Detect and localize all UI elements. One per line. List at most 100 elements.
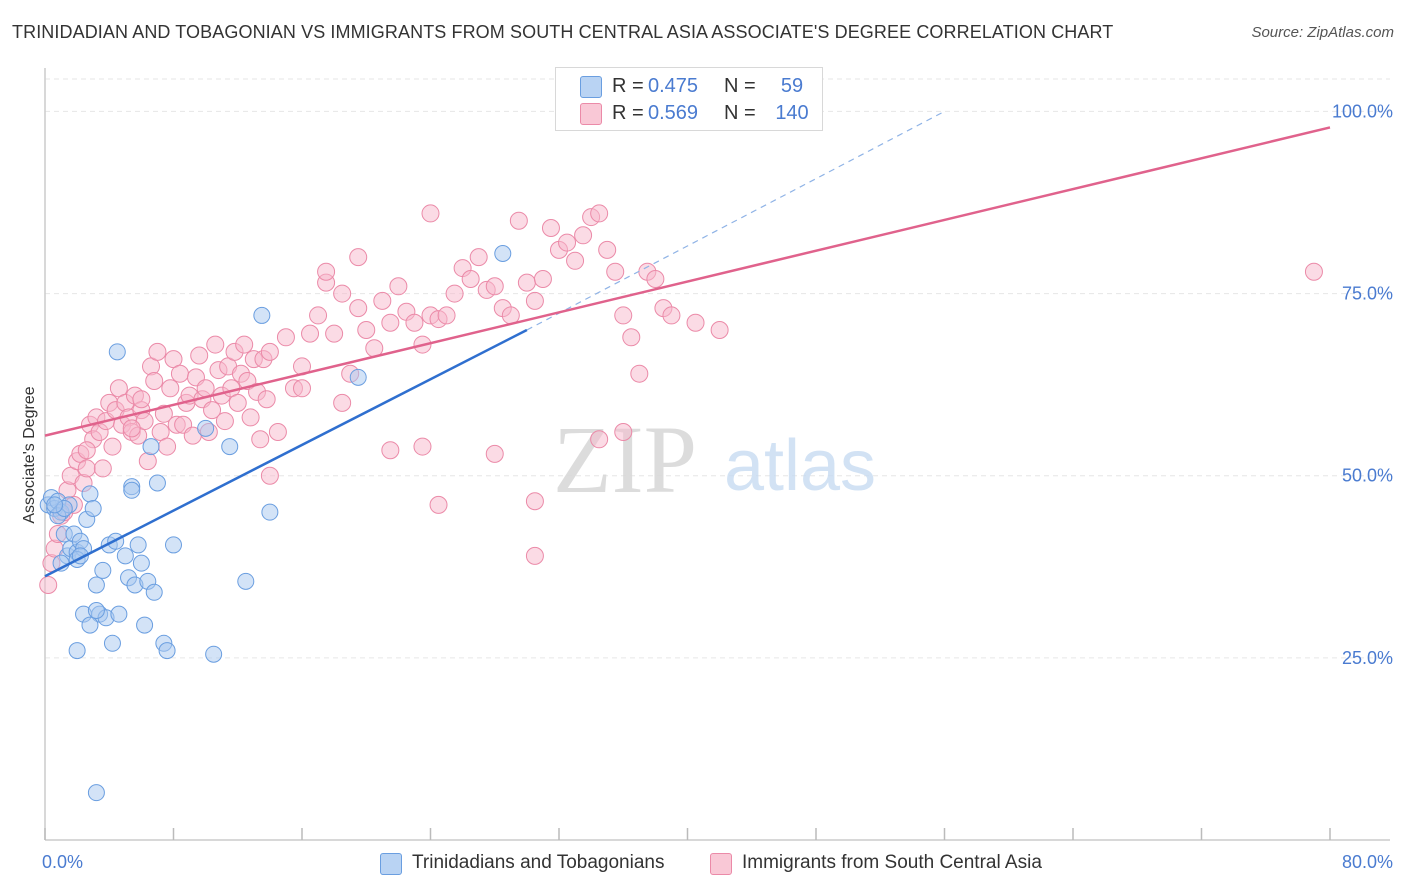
- blue-swatch-icon: [380, 853, 402, 875]
- pink-point: [566, 251, 585, 270]
- pink-point: [469, 248, 488, 267]
- pink-point: [154, 404, 173, 423]
- pink-point: [39, 576, 58, 594]
- pink-point: [203, 401, 222, 420]
- pink-point: [525, 291, 544, 310]
- watermark-atlas: atlas: [724, 426, 876, 506]
- blue-point: [108, 343, 126, 361]
- pink-point: [260, 342, 279, 361]
- blue-point: [205, 645, 223, 663]
- pink-point: [590, 204, 609, 223]
- pink-swatch-icon: [580, 103, 602, 125]
- pink-point: [158, 437, 177, 456]
- pink-point: [421, 204, 440, 223]
- blue-point: [81, 616, 99, 634]
- pink-point: [148, 342, 167, 361]
- pink-point: [241, 408, 260, 427]
- pink-point: [517, 273, 536, 292]
- pink-point: [251, 430, 270, 449]
- pink-point: [309, 306, 328, 325]
- blue-point: [116, 547, 134, 565]
- pink-point: [630, 364, 649, 383]
- pink-swatch-icon: [710, 853, 732, 875]
- blue-trend-line: [44, 328, 528, 578]
- r-value: 0.569: [648, 102, 699, 124]
- pink-point: [103, 437, 122, 456]
- blue-point: [197, 419, 215, 437]
- blue-point: [129, 536, 147, 554]
- blue-point: [46, 496, 64, 514]
- pink-point: [268, 423, 287, 441]
- pink-point: [381, 441, 400, 460]
- pink-point: [606, 262, 625, 281]
- pink-point: [190, 346, 209, 365]
- pink-point: [533, 270, 552, 288]
- n-value: 59: [780, 75, 804, 97]
- pink-point: [622, 328, 641, 347]
- pink-point: [574, 226, 593, 245]
- pink-point: [525, 492, 544, 511]
- blue-point: [132, 554, 150, 572]
- watermark-zip: ZIP: [553, 406, 697, 513]
- n-value: 140: [775, 102, 809, 124]
- pink-point: [170, 364, 189, 383]
- pink-point: [373, 291, 392, 310]
- pink-point: [122, 419, 141, 438]
- blue-point: [87, 576, 105, 594]
- data-points: [39, 204, 1323, 802]
- pink-point: [437, 306, 456, 325]
- pink-point: [662, 306, 681, 325]
- blue-point: [145, 583, 163, 601]
- y-tick-label: 50.0%: [1342, 466, 1393, 486]
- pink-point: [301, 324, 320, 343]
- blue-point: [142, 438, 160, 456]
- blue-swatch-icon: [580, 76, 602, 98]
- y-tick-label: 100.0%: [1332, 101, 1393, 121]
- blue-point: [94, 561, 112, 579]
- pink-point: [276, 328, 295, 347]
- pink-point: [558, 233, 577, 252]
- pink-point: [161, 379, 180, 398]
- legend-label: Trinidadians and Tobagonians: [412, 852, 665, 873]
- blue-point: [87, 602, 105, 619]
- pink-point: [686, 313, 705, 332]
- pink-point: [541, 219, 560, 237]
- pink-point: [317, 262, 336, 281]
- stats-legend: R = 0.475 N = 59 R = 0.569 N = 140: [555, 67, 823, 131]
- y-tick-label: 25.0%: [1342, 648, 1393, 668]
- blue-point: [237, 572, 255, 590]
- blue-point: [261, 503, 279, 521]
- blue-point: [81, 485, 99, 503]
- source-label: Source: ZipAtlas.com: [1251, 24, 1394, 41]
- pink-point: [77, 441, 96, 460]
- pink-point: [614, 423, 633, 441]
- pink-trend-line: [44, 126, 1331, 437]
- grid-lines: [45, 78, 1390, 659]
- blue-point: [494, 245, 512, 262]
- pink-point: [349, 248, 368, 267]
- trend-lines: [44, 110, 1331, 578]
- pink-point: [138, 452, 157, 471]
- r-label: R =: [612, 75, 644, 97]
- pink-point: [196, 379, 215, 398]
- legend-label: Immigrants from South Central Asia: [742, 852, 1042, 873]
- pink-point: [77, 459, 96, 478]
- pink-point: [413, 437, 432, 456]
- pink-point: [614, 306, 633, 325]
- blue-point: [123, 481, 141, 499]
- pink-point: [349, 299, 368, 318]
- pink-point: [206, 335, 225, 354]
- pink-point: [485, 444, 504, 463]
- blue-point: [148, 474, 166, 492]
- r-value: 0.475: [648, 75, 699, 97]
- pink-point: [215, 412, 234, 431]
- pink-point: [646, 270, 665, 288]
- pink-point: [257, 390, 276, 409]
- pink-point: [228, 393, 247, 412]
- pink-point: [461, 270, 480, 288]
- blue-point: [158, 642, 176, 660]
- blue-trend-extension: [526, 110, 945, 331]
- pink-point: [389, 277, 408, 296]
- pink-point: [405, 313, 424, 332]
